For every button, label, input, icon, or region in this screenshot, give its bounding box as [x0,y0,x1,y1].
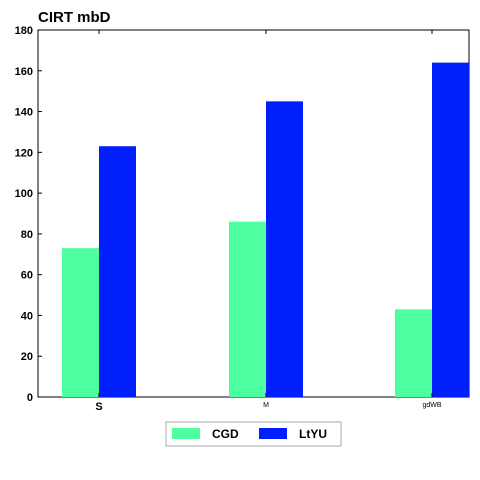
legend-box [165,421,342,447]
x-tick-label: M [263,402,269,409]
legend-swatch-cgd [172,428,200,439]
legend-swatch-ltyu [259,428,287,439]
y-tick-label: 120 [15,147,33,159]
y-tick-label: 20 [21,351,33,363]
x-tick-label: S [95,401,102,413]
chart-title: CIRT mbD [38,9,111,26]
y-tick-label: 180 [15,25,33,37]
y-tick-label: 60 [21,270,33,282]
bar-ltyu-s [99,146,136,397]
bar-cgd-gdwb [395,309,432,397]
y-tick-label: 160 [15,66,33,78]
legend-label-cgd: CGD [212,427,239,441]
x-tick-label: gdWB [422,402,441,409]
y-tick-label: 40 [21,310,33,322]
bar-ltyu-gdwb [432,62,469,397]
legend-label-ltyu: LtYU [299,427,327,441]
bar-cgd-m [229,221,266,397]
legend: CGD LtYU [165,421,342,447]
y-tick-label: 100 [15,188,33,200]
y-tick-label: 80 [21,229,33,241]
bar-cgd-s [62,248,99,397]
y-tick-label: 140 [15,107,33,119]
y-tick-label: 0 [27,392,33,404]
bar-ltyu-m [266,101,303,397]
